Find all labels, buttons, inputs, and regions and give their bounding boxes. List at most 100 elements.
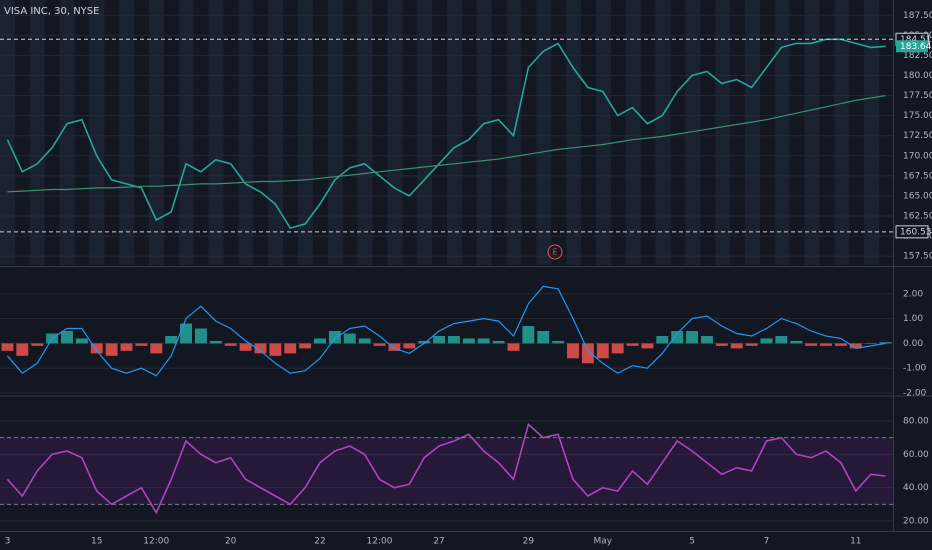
y-tick-label: 177.50	[903, 91, 932, 101]
y-tick-label: 60.00	[903, 450, 929, 460]
rsi-band	[0, 437, 893, 505]
histogram-bar	[834, 343, 847, 346]
histogram-bar	[805, 343, 818, 346]
x-tick-label: 7	[764, 537, 770, 547]
histogram-bar	[418, 340, 431, 344]
histogram-bar	[462, 338, 475, 344]
y-tick-label: -1.00	[903, 364, 927, 374]
x-tick-label: 27	[433, 537, 444, 547]
y-tick-label: 172.50	[903, 131, 932, 141]
histogram-bar	[224, 343, 237, 346]
x-tick-label: 20	[225, 537, 237, 547]
histogram-bar	[61, 331, 73, 344]
histogram-bar	[120, 343, 133, 351]
x-tick-label: 12:00	[143, 537, 169, 547]
histogram-bar	[447, 335, 460, 344]
histogram-bar	[626, 343, 639, 346]
histogram-bar	[820, 343, 832, 346]
price-tag	[895, 225, 929, 239]
histogram-bar	[567, 343, 579, 359]
histogram-bar	[16, 343, 29, 356]
histogram-bar	[477, 338, 490, 344]
histogram-bar	[269, 343, 282, 356]
x-tick-label: 3	[5, 537, 11, 547]
y-tick-label: -2.00	[903, 389, 927, 399]
chart-title: VISA INC, 30, NYSE	[4, 6, 99, 17]
histogram-bar	[284, 343, 297, 354]
x-tick-label: 22	[314, 537, 325, 547]
x-tick-label: 5	[689, 537, 695, 547]
histogram-bar	[641, 343, 654, 349]
histogram-bar	[165, 335, 178, 344]
histogram-bar	[433, 335, 446, 344]
histogram-bar	[105, 343, 118, 356]
series-line	[6, 285, 886, 377]
y-tick-label: 0.00	[903, 339, 923, 349]
histogram-bar	[194, 328, 207, 344]
histogram-bar	[775, 335, 788, 344]
y-tick-label: 40.00	[903, 483, 929, 493]
histogram-bar	[403, 343, 416, 349]
histogram-bar	[686, 331, 699, 344]
histogram-bar	[343, 333, 356, 344]
y-tick-label: 2.00	[903, 289, 923, 299]
y-tick-label: 175.00	[903, 111, 932, 121]
y-tick-label: 170.00	[903, 151, 932, 161]
histogram-bar	[671, 331, 684, 344]
histogram-bar	[373, 343, 386, 346]
histogram-bar	[522, 326, 535, 344]
x-tick-label: 11	[850, 537, 861, 547]
histogram-bar	[611, 343, 624, 354]
histogram-bar	[358, 338, 371, 344]
histogram-bar	[31, 343, 44, 346]
x-tick-label: 29	[523, 537, 535, 547]
session-shading	[0, 0, 893, 265]
histogram-bar	[537, 331, 550, 344]
y-tick-label: 165.00	[903, 191, 932, 201]
histogram-bar	[209, 340, 222, 344]
x-tick-label: May	[593, 537, 612, 547]
histogram-bar	[180, 323, 192, 344]
histogram-bar	[879, 342, 892, 344]
series-line	[7, 95, 886, 193]
x-tick-label: 12:00	[367, 537, 393, 547]
histogram-bar	[656, 335, 669, 344]
earnings-marker	[547, 244, 563, 260]
histogram-bar	[1, 343, 14, 351]
histogram-bar	[701, 335, 713, 344]
y-tick-label: 157.50	[903, 252, 932, 262]
histogram-bar	[314, 338, 326, 344]
price-line-label: 160.53	[900, 227, 932, 237]
last-price-label: 183.64	[900, 42, 932, 52]
last-price-tag	[896, 40, 928, 53]
y-tick-label: 20.00	[903, 517, 929, 527]
earnings-label: E	[552, 248, 557, 257]
y-tick-label: 167.50	[903, 171, 932, 181]
histogram-bar	[135, 343, 148, 346]
histogram-bar	[507, 343, 520, 351]
y-tick-label: 1.00	[903, 314, 923, 324]
histogram-bar	[790, 340, 803, 344]
histogram-bar	[730, 343, 743, 349]
histogram-bar	[552, 340, 565, 344]
histogram-bar	[849, 343, 862, 349]
histogram-bar	[90, 343, 103, 354]
histogram-bar	[75, 338, 88, 344]
histogram-bar	[328, 331, 341, 344]
y-tick-label: 162.50	[903, 212, 932, 222]
histogram-bar	[596, 343, 609, 359]
histogram-bar	[715, 343, 728, 346]
histogram-bar	[239, 343, 252, 351]
y-tick-label: 187.50	[903, 11, 932, 21]
y-tick-label: 80.00	[903, 417, 929, 427]
y-tick-label: 182.50	[903, 51, 932, 61]
x-tick-label: 15	[91, 537, 102, 547]
y-tick-label: 180.00	[903, 71, 932, 81]
histogram-bar	[388, 343, 401, 351]
histogram-bar	[492, 340, 505, 344]
histogram-bar	[760, 338, 773, 344]
histogram-bar	[581, 343, 594, 364]
series-line	[6, 422, 886, 515]
